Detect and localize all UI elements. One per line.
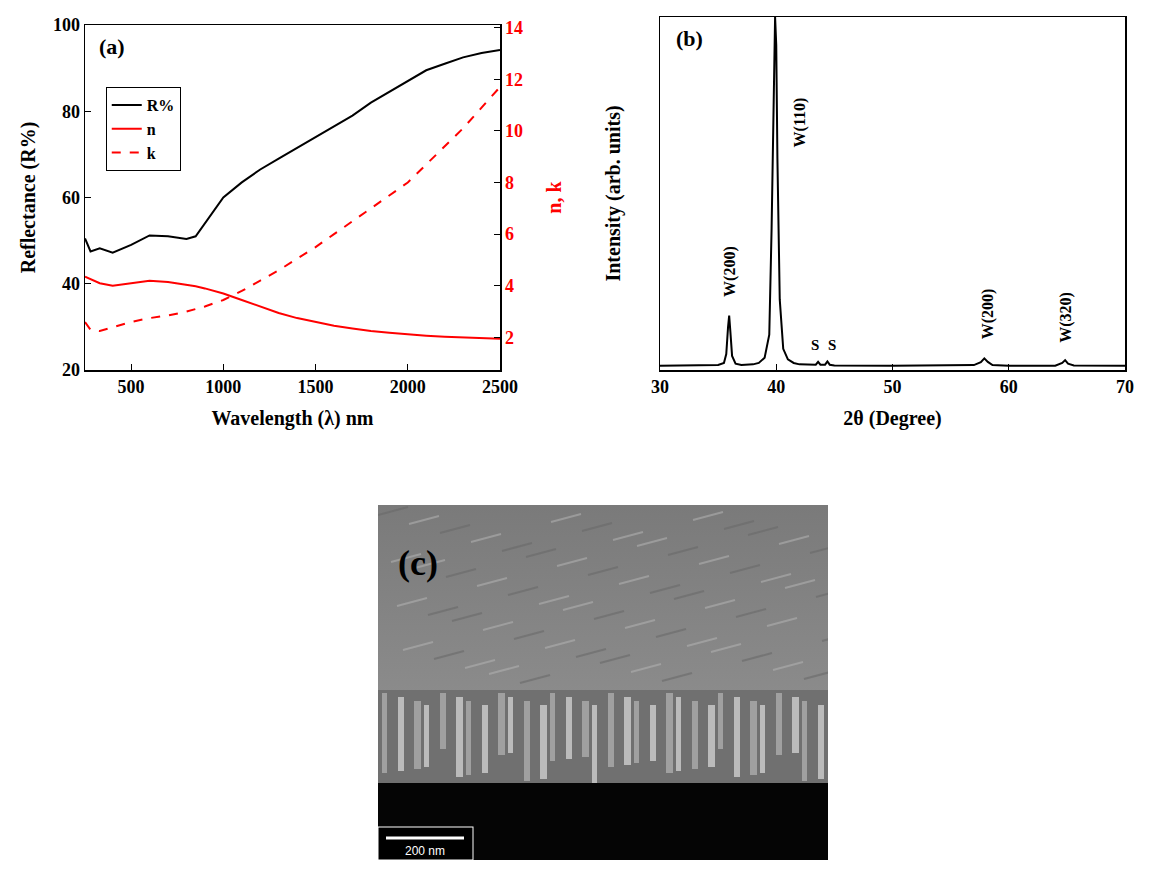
svg-text:40: 40: [767, 377, 785, 397]
svg-text:R%: R%: [147, 97, 175, 114]
svg-text:12: 12: [505, 70, 523, 90]
svg-text:n: n: [147, 121, 156, 138]
svg-text:4: 4: [505, 276, 514, 296]
svg-text:8: 8: [505, 173, 514, 193]
svg-text:2500: 2500: [482, 377, 518, 397]
svg-text:W(200): W(200): [721, 246, 739, 297]
svg-text:Reflectance (R%): Reflectance (R%): [17, 122, 40, 274]
svg-text:W(200): W(200): [979, 289, 997, 340]
svg-text:6: 6: [505, 224, 514, 244]
svg-text:S: S: [828, 337, 836, 353]
svg-text:100: 100: [53, 15, 80, 35]
svg-text:(b): (b): [676, 26, 703, 51]
svg-text:60: 60: [62, 188, 80, 208]
svg-text:14: 14: [505, 18, 523, 38]
svg-text:2θ (Degree): 2θ (Degree): [843, 407, 941, 430]
svg-text:70: 70: [1116, 377, 1134, 397]
svg-text:30: 30: [651, 377, 669, 397]
svg-text:2: 2: [505, 328, 514, 348]
svg-text:80: 80: [62, 102, 80, 122]
svg-text:k: k: [147, 145, 156, 162]
svg-text:200 nm: 200 nm: [405, 844, 445, 858]
svg-text:S: S: [811, 337, 819, 353]
svg-text:W(110): W(110): [791, 98, 809, 148]
svg-text:(a): (a): [99, 34, 125, 59]
svg-text:Intensity (arb. units): Intensity (arb. units): [602, 105, 625, 281]
svg-text:1000: 1000: [205, 377, 241, 397]
svg-text:2000: 2000: [390, 377, 426, 397]
svg-text:(c): (c): [398, 543, 438, 583]
svg-text:60: 60: [1000, 377, 1018, 397]
svg-text:1500: 1500: [298, 377, 334, 397]
svg-text:10: 10: [505, 121, 523, 141]
svg-text:W(320): W(320): [1057, 292, 1075, 343]
svg-text:20: 20: [62, 360, 80, 380]
svg-text:50: 50: [884, 377, 902, 397]
svg-text:500: 500: [118, 377, 145, 397]
svg-text:40: 40: [62, 274, 80, 294]
svg-text:n, k: n, k: [543, 181, 565, 214]
svg-text:Wavelength (λ) nm: Wavelength (λ) nm: [211, 407, 373, 430]
